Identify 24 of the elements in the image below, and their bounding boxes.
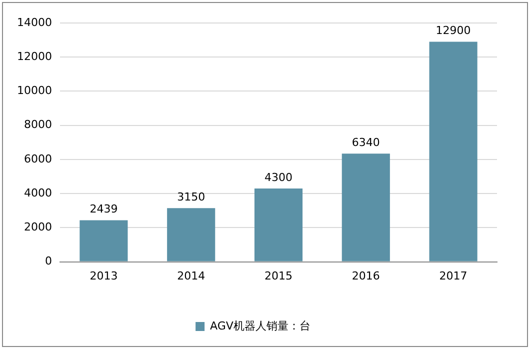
data-label: 12900 <box>436 24 471 38</box>
y-tick-label: 14000 <box>16 16 52 29</box>
bar <box>254 188 303 262</box>
y-tick-label: 8000 <box>24 118 52 132</box>
x-tick-label: 2017 <box>439 269 468 282</box>
bar <box>167 208 216 262</box>
y-tick-label: 4000 <box>24 186 52 200</box>
y-tick-label: 2000 <box>24 220 52 234</box>
x-tick-label: 2014 <box>177 269 206 282</box>
x-tick-label: 2015 <box>264 269 292 282</box>
y-tick-label: 12000 <box>16 50 52 63</box>
x-tick-label: 2016 <box>352 269 380 282</box>
x-tick-label: 2013 <box>90 269 118 282</box>
y-tick-label: 0 <box>44 254 52 268</box>
data-label: 2439 <box>90 202 118 216</box>
data-label: 6340 <box>352 136 380 150</box>
bar <box>429 42 478 262</box>
data-label: 3150 <box>177 190 206 204</box>
legend-label: AGV机器人销量：台 <box>210 319 310 332</box>
bar <box>80 220 128 262</box>
y-tick-label: 10000 <box>16 84 52 98</box>
data-label: 4300 <box>264 170 292 184</box>
bar <box>342 154 390 262</box>
y-tick-label: 6000 <box>24 152 52 166</box>
